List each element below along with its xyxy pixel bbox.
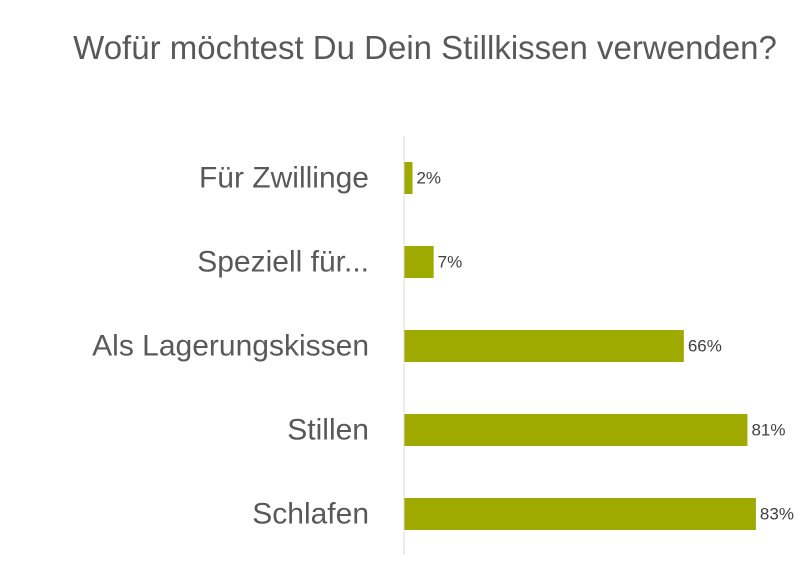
category-label: Speziell für...: [197, 246, 369, 279]
data-label: 2%: [416, 169, 441, 188]
data-label: 7%: [438, 253, 463, 272]
bar: [404, 498, 756, 530]
chart-title: Wofür möchtest Du Dein Stillkissen verwe…: [73, 29, 777, 66]
data-label: 83%: [760, 505, 794, 524]
bar: [404, 414, 748, 446]
data-label: 66%: [688, 337, 722, 356]
bar: [404, 330, 684, 362]
category-label: Schlafen: [252, 498, 369, 531]
category-label: Als Lagerungskissen: [92, 330, 369, 363]
bar: [404, 162, 413, 194]
category-label: Stillen: [287, 414, 369, 447]
data-label: 81%: [751, 421, 785, 440]
category-label: Für Zwillinge: [199, 162, 369, 195]
bar: [404, 246, 434, 278]
